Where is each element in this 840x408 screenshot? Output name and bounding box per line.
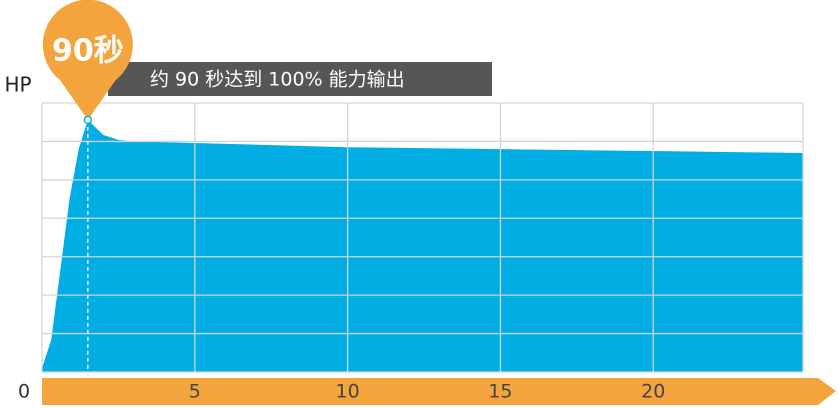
annotation-point bbox=[83, 115, 93, 125]
y-axis-label: HP bbox=[4, 73, 31, 97]
annotation-box bbox=[108, 62, 492, 96]
x-tick-label: 20 bbox=[641, 381, 665, 403]
annotation-badge: 90秒 bbox=[52, 34, 124, 69]
x-tick-label: 10 bbox=[336, 381, 360, 403]
x-axis-band bbox=[42, 378, 836, 405]
area bbox=[42, 119, 803, 372]
annotation-text: 约 90 秒达到 100% 能力输出 bbox=[150, 69, 405, 91]
x-tick-label: 15 bbox=[488, 381, 512, 403]
x-tick-label: 5 bbox=[189, 381, 201, 403]
annotation-pin bbox=[42, 0, 133, 120]
x-tick-label: 0 bbox=[18, 381, 30, 403]
